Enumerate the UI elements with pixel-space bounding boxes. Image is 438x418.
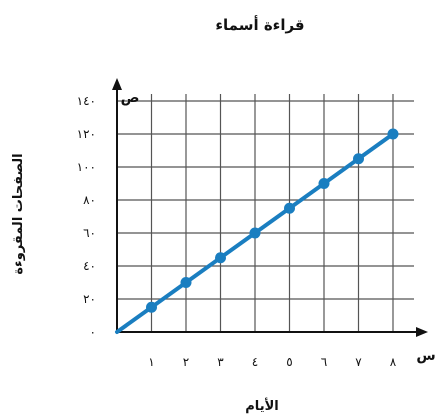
grid bbox=[117, 94, 414, 332]
y-tick-label: ٦٠ bbox=[83, 226, 96, 240]
chart-title: قراءة أسماء bbox=[215, 15, 304, 34]
data-point bbox=[146, 301, 157, 313]
x-axis-variable: س bbox=[416, 348, 435, 364]
y-axis-label: الصفحات المقروءة bbox=[11, 153, 26, 274]
y-axis-variable: ص bbox=[121, 90, 140, 106]
data-point bbox=[387, 128, 399, 140]
y-tick-label: ٨٠ bbox=[83, 193, 96, 207]
x-tick-label: ٢ bbox=[183, 355, 189, 369]
x-tick-label: ٦ bbox=[321, 355, 327, 369]
x-tick-label: ٥ bbox=[286, 355, 292, 369]
series bbox=[115, 128, 399, 334]
data-point bbox=[318, 178, 330, 189]
data-point bbox=[353, 153, 364, 165]
data-point bbox=[180, 277, 192, 288]
x-axis-label: الأيام bbox=[245, 397, 278, 414]
y-tick-label: ٤٠ bbox=[83, 259, 96, 273]
y-tick-label: ١٢٠ bbox=[77, 127, 96, 141]
x-tick-label: ١ bbox=[148, 355, 154, 369]
y-tick-label: ١٤٠ bbox=[77, 94, 96, 108]
x-tick-label: ٨ bbox=[390, 355, 397, 369]
x-tick-label: ٤ bbox=[252, 355, 258, 369]
x-tick-label: ٧ bbox=[355, 355, 362, 369]
x-axis-arrow bbox=[416, 327, 428, 337]
data-point bbox=[249, 227, 261, 239]
y-axis-arrow bbox=[112, 78, 122, 90]
x-tick-label: ٣ bbox=[217, 355, 224, 369]
axes bbox=[112, 78, 428, 337]
data-point bbox=[284, 202, 295, 214]
y-tick-label: ١٠٠ bbox=[77, 160, 96, 174]
y-tick-label: ٠ bbox=[90, 325, 96, 339]
y-tick-label: ٢٠ bbox=[83, 292, 96, 306]
data-point bbox=[215, 252, 226, 264]
